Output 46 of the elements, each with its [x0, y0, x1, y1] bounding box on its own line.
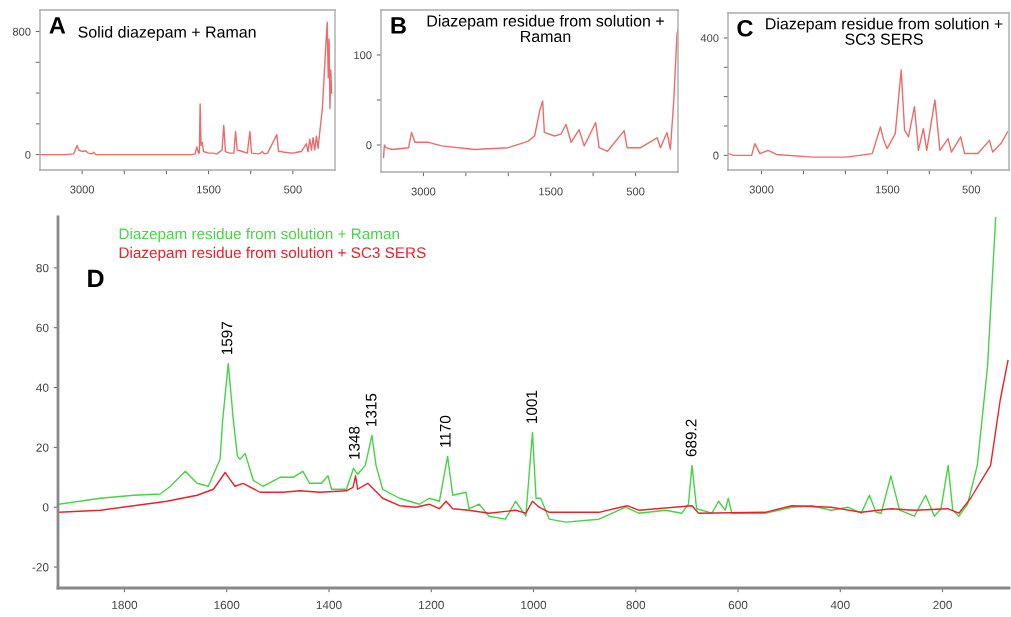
y-tick-label: 60	[36, 323, 49, 333]
x-tick-label: 500	[626, 187, 645, 196]
x-tick-label: 1800	[112, 600, 138, 610]
y-tick-label: 0	[713, 151, 719, 160]
text: Diazepam residue from solution + Raman	[119, 228, 399, 243]
y-tick-label: 40	[36, 383, 49, 392]
x-tick-label: 1600	[214, 600, 240, 610]
text: Diazepam residue from solution + SC3 SERS	[766, 17, 1003, 45]
y-tick-label: 0	[366, 141, 372, 150]
x-tick-label: 1400	[316, 600, 342, 610]
annotation: 1001	[526, 390, 538, 423]
annotation: C	[737, 19, 753, 37]
y-tick-label: 0	[25, 150, 31, 159]
x-tick-label: 1500	[539, 187, 563, 196]
text: Diazepam residue from solution + SC3 SERS	[119, 246, 426, 262]
text: Solid diazepam + Raman	[78, 26, 256, 41]
annotation: 1170	[439, 415, 451, 447]
line-series	[58, 359, 1009, 514]
annotation: 1348	[348, 426, 360, 459]
line-series	[58, 217, 997, 523]
x-tick-label: 1200	[419, 600, 444, 610]
text: Diazepam residue from solution + Raman	[427, 14, 664, 43]
annotation: 1315	[365, 393, 377, 426]
x-tick-label: 500	[284, 185, 302, 194]
annotation: D	[88, 269, 104, 288]
x-tick-label: 800	[626, 600, 646, 610]
x-tick-label: 600	[728, 600, 748, 610]
y-tick-label: 0	[42, 503, 49, 512]
annotation: B	[391, 17, 406, 34]
y-tick-label: 80	[36, 263, 49, 273]
y-tick-label: 20	[36, 443, 49, 452]
annotation: A	[49, 17, 66, 34]
x-tick-label: 3000	[70, 185, 95, 194]
x-tick-label: 3000	[749, 185, 774, 194]
x-tick-label: 1500	[197, 185, 221, 194]
x-tick-label: 1500	[875, 185, 900, 194]
x-tick-label: 3000	[411, 187, 436, 196]
annotation: 689.2	[685, 419, 697, 457]
x-tick-label: 200	[933, 600, 952, 610]
x-tick-label: 400	[830, 600, 850, 610]
x-tick-label: 1000	[521, 600, 547, 610]
y-tick-label: -20	[32, 563, 49, 572]
annotation: 1597	[221, 322, 233, 355]
x-tick-label: 500	[962, 185, 981, 194]
y-tick-label: 100	[354, 51, 372, 60]
line-series	[728, 69, 1009, 158]
